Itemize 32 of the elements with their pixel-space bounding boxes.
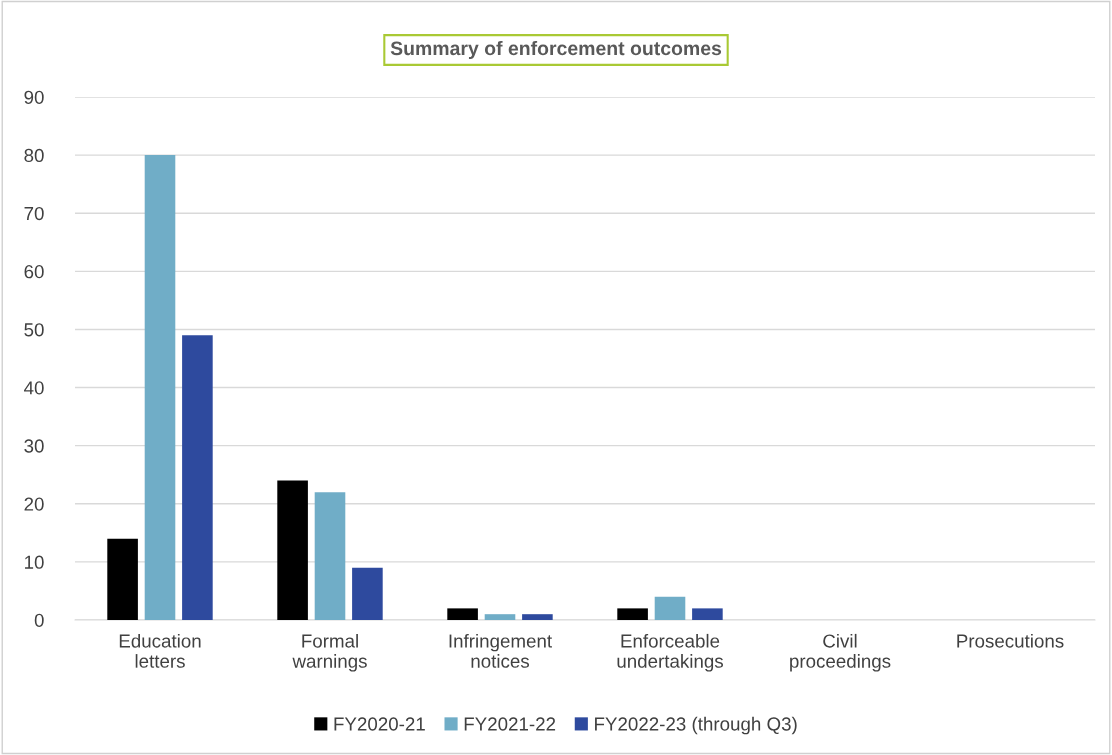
y-tick-label: 70 (24, 206, 44, 221)
bar (654, 596, 686, 620)
bar (522, 614, 553, 620)
y-tick-label: 50 (24, 323, 44, 337)
x-tick-label: Prosecutions (957, 633, 1064, 648)
bar (617, 608, 648, 620)
bar (182, 335, 213, 620)
y-tick-label: 20 (24, 497, 44, 511)
y-tick-label: 10 (25, 555, 44, 569)
y-tick-label: 80 (24, 148, 44, 163)
bar (314, 492, 346, 620)
x-tick-label: Education letters (119, 633, 201, 668)
bar (277, 480, 308, 620)
y-tick-label: 30 (24, 439, 44, 453)
bar (144, 155, 176, 620)
bar (484, 614, 516, 620)
x-tick-label: Formal warnings (292, 633, 367, 672)
chart-title: Summary of enforcement outcomes (390, 40, 722, 60)
y-tick-label: 0 (34, 613, 44, 627)
bar (692, 608, 723, 620)
legend-label: FY2021-22 (464, 717, 556, 731)
y-tick-label: 90 (24, 90, 44, 104)
x-tick-label: Infringement notices (449, 633, 552, 668)
x-tick-label: Enforceable undertakings (617, 633, 724, 672)
bar (352, 567, 383, 620)
legend-label: FY2020-21 (334, 717, 425, 731)
bar (447, 608, 478, 620)
x-tick-label: Civil proceedings (790, 633, 891, 672)
y-tick-label: 60 (24, 265, 44, 279)
y-tick-label: 40 (24, 381, 44, 395)
bar (107, 538, 138, 620)
legend-label: FY2022-23 (through Q3) (595, 716, 797, 735)
